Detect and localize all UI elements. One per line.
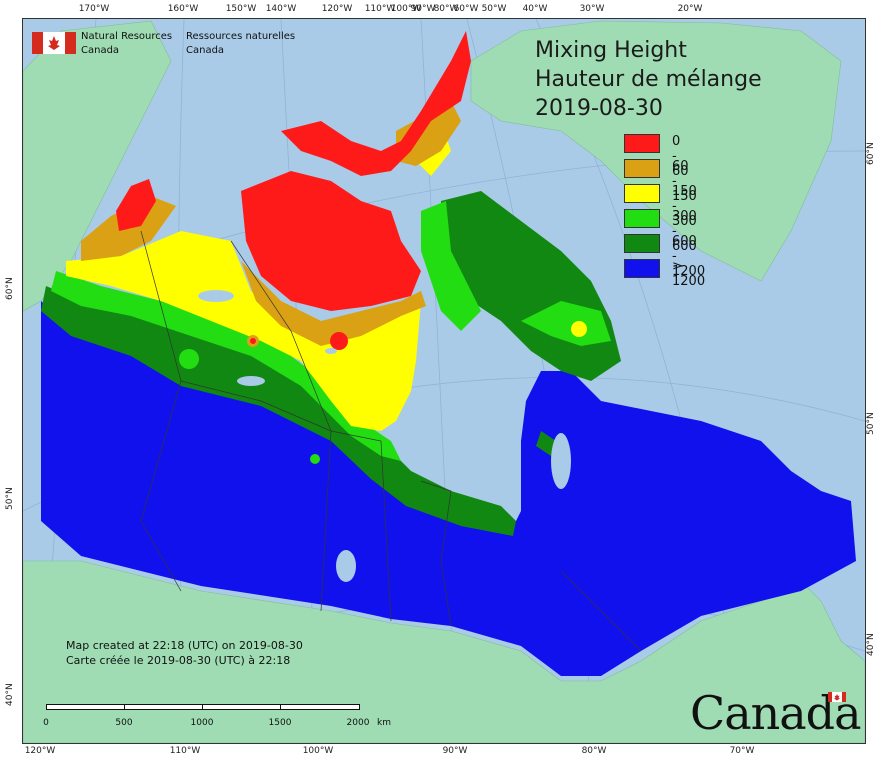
legend-label: 60 - 150 bbox=[672, 159, 697, 204]
lon-label-top: 90°W bbox=[410, 4, 436, 14]
scale-segment bbox=[202, 704, 282, 710]
lon-label-top: 170°W bbox=[78, 4, 110, 14]
legend-label: 150 - 300 bbox=[672, 184, 697, 229]
title-line-fr: Hauteur de mélange bbox=[535, 67, 762, 92]
scale-segment bbox=[46, 704, 126, 710]
region-gt1200 bbox=[41, 301, 856, 676]
lon-label-top: 100°W bbox=[390, 4, 422, 14]
title-date: 2019-08-30 bbox=[535, 96, 663, 121]
scale-label: 2000 bbox=[346, 718, 370, 728]
mixing-height-map bbox=[23, 19, 865, 743]
credit-line-en: Map created at 22:18 (UTC) on 2019-08-30 bbox=[66, 639, 303, 652]
legend-label: 300 - 600 bbox=[672, 209, 697, 254]
agency-name-en: Natural Resources Canada bbox=[81, 30, 172, 58]
scale-segment bbox=[124, 704, 204, 710]
canada-flag-icon bbox=[32, 32, 76, 54]
title-line-en: Mixing Height bbox=[535, 38, 687, 63]
legend-swatch bbox=[624, 184, 660, 203]
lon-label-top: 120°W bbox=[321, 4, 353, 14]
canada-wordmark: Canada bbox=[690, 686, 862, 740]
scale-label: 500 bbox=[115, 718, 133, 728]
lon-label-bottom: 120°W bbox=[24, 746, 56, 756]
lat-label-right: 50°N bbox=[866, 412, 876, 435]
scale-label: 1000 bbox=[190, 718, 214, 728]
lat-label-left: 40°N bbox=[5, 683, 15, 706]
legend-label: 600 - 1200 bbox=[672, 234, 706, 279]
map-canvas bbox=[22, 18, 866, 744]
legend-swatch bbox=[624, 234, 660, 253]
lon-label-bottom: 70°W bbox=[729, 746, 755, 756]
lon-label-bottom: 110°W bbox=[169, 746, 201, 756]
agency-name-fr: Ressources naturelles Canada bbox=[186, 30, 295, 58]
lat-label-right: 40°N bbox=[866, 633, 876, 656]
lon-label-top: 150°W bbox=[225, 4, 257, 14]
map-credit: Map created at 22:18 (UTC) on 2019-08-30… bbox=[66, 638, 303, 668]
province-borders bbox=[140, 230, 642, 652]
legend-swatch bbox=[624, 159, 660, 178]
map-title: Mixing Height Hauteur de mélange 2019-08… bbox=[535, 36, 762, 123]
lat-label-right: 60°N bbox=[866, 142, 876, 165]
lon-label-top: 40°W bbox=[522, 4, 548, 14]
lakes bbox=[198, 290, 571, 582]
wordmark-flag-icon bbox=[828, 692, 846, 702]
agency-fr-line1: Ressources naturelles bbox=[186, 31, 296, 42]
agency-en-line2: Canada bbox=[81, 45, 120, 56]
lon-label-top: 160°W bbox=[167, 4, 199, 14]
lon-label-top: 30°W bbox=[579, 4, 605, 14]
scale-bar: 0 500 1000 1500 2000 km bbox=[43, 704, 391, 728]
scale-label: 0 bbox=[43, 718, 49, 728]
legend-swatch bbox=[624, 259, 660, 278]
credit-line-fr: Carte créée le 2019-08-30 (UTC) à 22:18 bbox=[66, 654, 291, 667]
lon-label-bottom: 80°W bbox=[581, 746, 607, 756]
lat-label-left: 50°N bbox=[5, 487, 15, 510]
region-0-60 bbox=[116, 31, 471, 350]
scale-unit: km bbox=[377, 718, 391, 728]
lon-label-bottom: 100°W bbox=[302, 746, 334, 756]
agency-fr-line2: Canada bbox=[186, 45, 225, 56]
lat-label-left: 60°N bbox=[5, 277, 15, 300]
legend-label: > 1200 bbox=[672, 259, 706, 289]
lon-label-top: 50°W bbox=[481, 4, 507, 14]
legend-swatch bbox=[624, 209, 660, 228]
scale-segment bbox=[280, 704, 360, 710]
lon-label-top: 80°W bbox=[433, 4, 459, 14]
lon-label-top: 110°W bbox=[364, 4, 396, 14]
legend-swatch bbox=[624, 134, 660, 153]
lon-label-bottom: 90°W bbox=[442, 746, 468, 756]
lon-label-top: 20°W bbox=[677, 4, 703, 14]
lon-label-top: 60°W bbox=[453, 4, 479, 14]
lon-label-top: 140°W bbox=[265, 4, 297, 14]
region-300-600 bbox=[51, 201, 611, 464]
scale-label: 1500 bbox=[268, 718, 292, 728]
legend-label: 0 - 60 bbox=[672, 134, 689, 179]
agency-en-line1: Natural Resources bbox=[81, 31, 173, 42]
